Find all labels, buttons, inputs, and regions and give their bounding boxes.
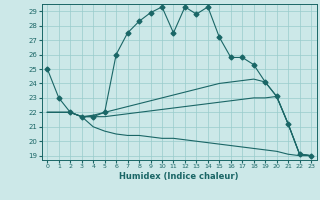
X-axis label: Humidex (Indice chaleur): Humidex (Indice chaleur) [119,172,239,181]
